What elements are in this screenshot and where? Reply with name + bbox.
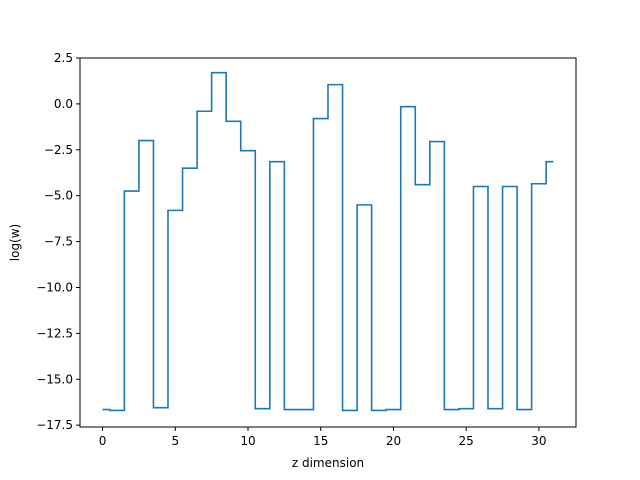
y-tick-label: −17.5: [36, 418, 73, 432]
x-tick-label: 25: [459, 434, 474, 448]
plot-frame: [79, 57, 577, 428]
x-axis-ticks: 0 5 10 15 20 25 30: [99, 427, 547, 448]
x-tick-label: 15: [313, 434, 328, 448]
x-tick-label: 0: [99, 434, 107, 448]
y-tick-label: −15.0: [36, 372, 73, 386]
x-tick-label: 30: [531, 434, 546, 448]
y-axis-label: log(w): [8, 224, 22, 261]
y-tick-label: −12.5: [36, 326, 73, 340]
y-tick-label: 2.5: [54, 51, 73, 65]
y-tick-label: −7.5: [44, 235, 73, 249]
y-tick-label: −5.0: [44, 189, 73, 203]
x-axis-label: z dimension: [292, 456, 364, 470]
series-line: [102, 71, 554, 412]
y-axis-ticks: 2.5 0.0 −2.5 −5.0 −7.5 −10.0 −12.5 −15.0 −17.5: [36, 51, 80, 432]
y-tick-label: −10.0: [36, 280, 73, 294]
x-tick-label: 5: [171, 434, 179, 448]
x-tick-label: 20: [386, 434, 401, 448]
y-tick-label: 0.0: [54, 97, 73, 111]
x-tick-label: 10: [240, 434, 255, 448]
y-tick-label: −2.5: [44, 143, 73, 157]
